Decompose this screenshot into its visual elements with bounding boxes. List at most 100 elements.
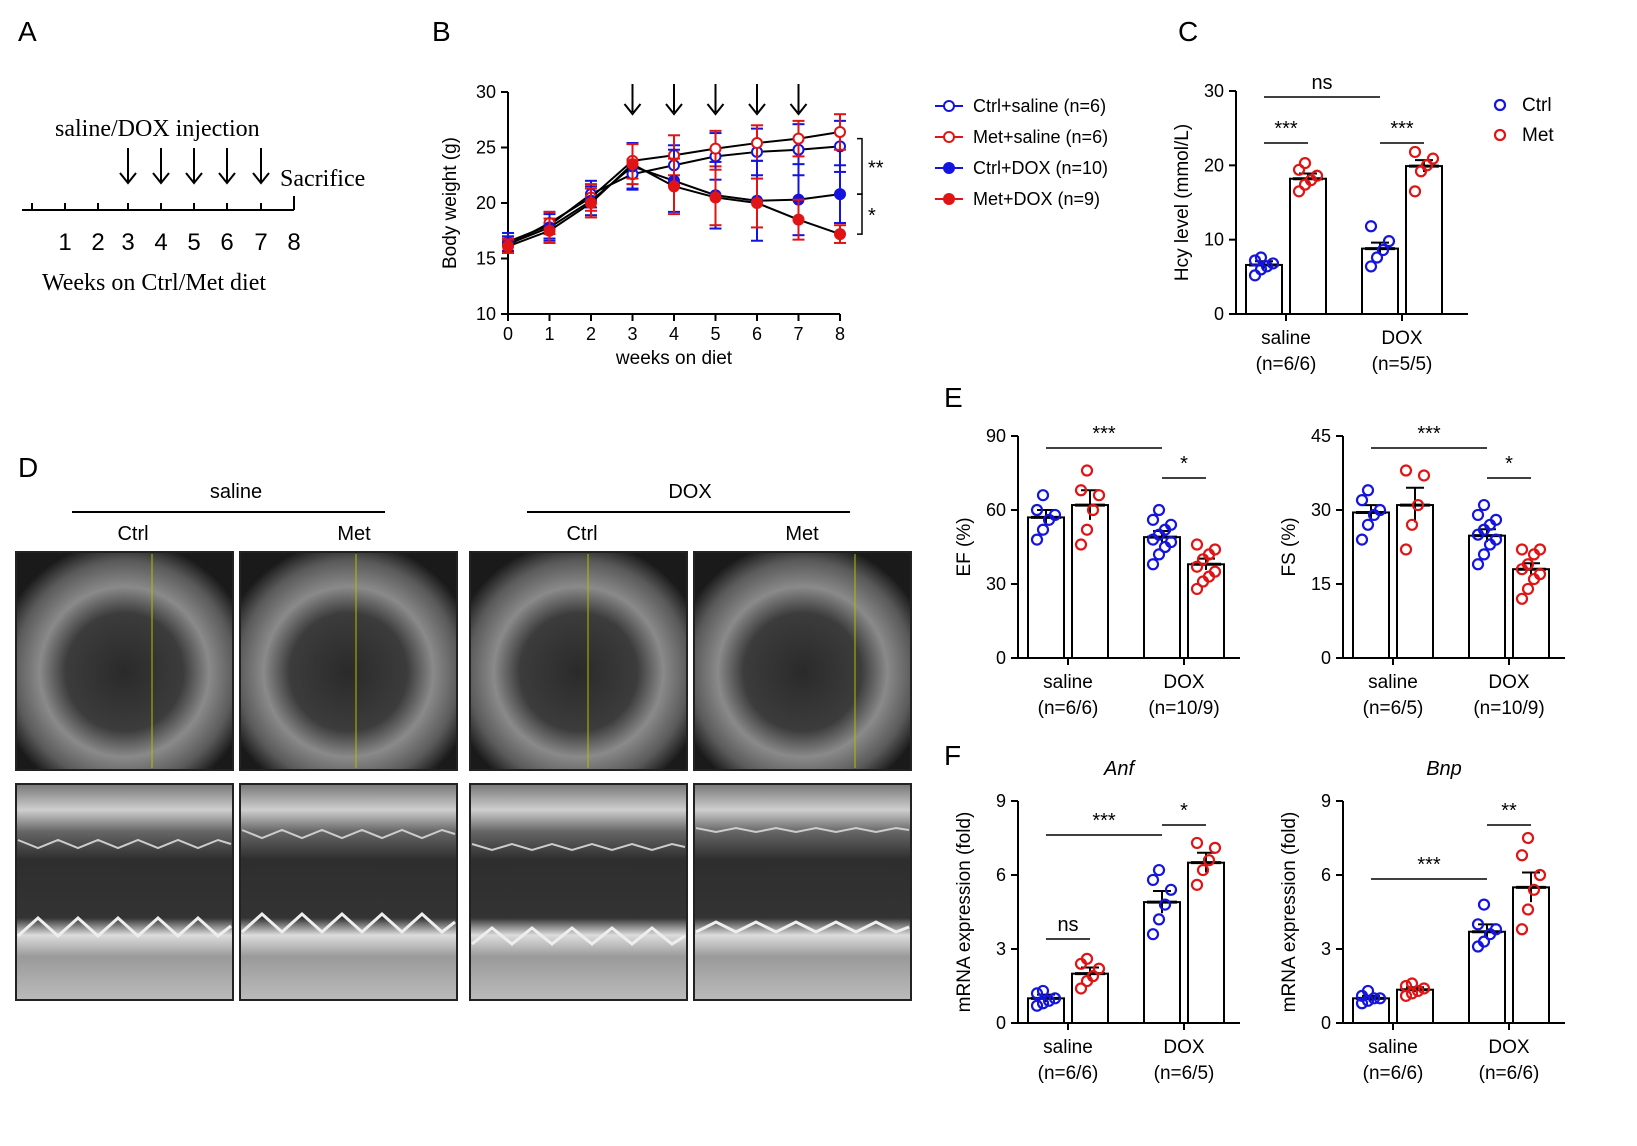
- panel-letter-b: B: [432, 16, 451, 47]
- x-group-n: (n=5/5): [1372, 354, 1433, 375]
- data-point: [1361, 518, 1375, 531]
- echo-label-ctrl: Ctrl: [117, 523, 148, 545]
- x-axis-label: weeks on diet: [615, 348, 733, 369]
- y-tick-label: 45: [1311, 426, 1331, 446]
- bar: [1071, 972, 1109, 1025]
- data-point: [1515, 849, 1529, 862]
- data-point: [1515, 592, 1529, 605]
- data-point: [1477, 548, 1491, 561]
- data-point: [1030, 999, 1044, 1012]
- data-point: [1361, 484, 1375, 497]
- data-point: [1399, 464, 1413, 477]
- data-point: [1146, 928, 1160, 941]
- injection-arrow-head: [706, 103, 725, 116]
- data-point: [1477, 898, 1491, 911]
- y-tick-label: 30: [1204, 81, 1224, 101]
- injection-label: saline/DOX injection: [55, 116, 260, 142]
- data-point: [1030, 533, 1044, 546]
- timeline-axis: [22, 196, 295, 211]
- significance-label: *: [1505, 453, 1513, 475]
- data-point: [1042, 994, 1056, 1007]
- data-point: [1370, 251, 1384, 264]
- x-group-n: (n=6/6): [1038, 1063, 1099, 1084]
- data-point: [1399, 543, 1413, 556]
- y-tick-label: 60: [986, 500, 1006, 520]
- data-point: [1208, 841, 1222, 854]
- data-point: [1477, 935, 1491, 948]
- y-tick-label: 20: [1204, 155, 1224, 175]
- bar: [1361, 247, 1399, 315]
- data-point: [1355, 494, 1369, 507]
- x-group-n: (n=6/5): [1363, 698, 1424, 719]
- legend-marker: [943, 100, 955, 112]
- bar: [1027, 516, 1065, 660]
- echo-group-dox: DOX: [668, 481, 711, 503]
- y-tick-label: 0: [1321, 648, 1331, 668]
- y-axis-label: mRNA expression (fold): [1279, 812, 1300, 1013]
- y-tick-label: 6: [1321, 865, 1331, 885]
- y-tick-label: 30: [986, 574, 1006, 594]
- y-axis-label: Body weight (g): [440, 137, 461, 269]
- data-point: [1527, 883, 1541, 896]
- x-group-n: (n=6/6): [1256, 354, 1317, 375]
- week-label: 8: [287, 229, 300, 256]
- data-point: [1405, 518, 1419, 531]
- data-point: [1533, 543, 1547, 556]
- significance-label: ***: [1092, 810, 1116, 832]
- data-point: [1208, 543, 1222, 556]
- data-point: [1521, 582, 1535, 596]
- injection-arrow-head: [623, 103, 642, 116]
- significance-label: *: [1180, 453, 1188, 475]
- week-label: 2: [91, 229, 104, 256]
- data-point: [1080, 523, 1094, 536]
- data-point: [668, 180, 680, 193]
- anf-chart: Anf 0 3 6 9 mRNA expression (fold) saline (n=6/…: [954, 758, 1240, 1084]
- data-point: [709, 191, 722, 204]
- hcy-level-chart: 0 10 20 30 Hcy level (mmol/L) saline (n=6/6) DO…: [1172, 72, 1554, 375]
- data-point: [792, 213, 805, 226]
- legend-label: Met+saline (n=6): [973, 127, 1108, 147]
- week-label: 1: [58, 229, 71, 256]
- legend-label: Met+DOX (n=9): [973, 189, 1100, 209]
- data-point: [1361, 984, 1375, 998]
- data-point: [1254, 263, 1268, 276]
- data-point: [1471, 508, 1485, 522]
- data-point: [1196, 863, 1210, 877]
- significance-label: ***: [1417, 854, 1441, 876]
- significance-label: ***: [1390, 118, 1414, 140]
- data-point: [1030, 987, 1044, 1000]
- data-point: [1515, 543, 1529, 556]
- data-point: [1420, 159, 1434, 172]
- y-tick-label: 3: [1321, 939, 1331, 959]
- y-tick-label: 30: [1311, 500, 1331, 520]
- x-tick-label: 0: [503, 324, 513, 344]
- injection-arrow-head: [748, 103, 766, 116]
- legend-label: Ctrl+saline (n=6): [973, 96, 1106, 116]
- significance-label: ns: [1057, 914, 1078, 936]
- bar: [1396, 504, 1434, 659]
- data-point: [1489, 513, 1503, 526]
- y-tick-label: 0: [996, 648, 1006, 668]
- data-point: [1417, 982, 1431, 995]
- data-point: [1048, 508, 1062, 522]
- panel-letter-f: F: [944, 740, 962, 771]
- x-group-label: saline: [1261, 328, 1311, 349]
- y-tick-label: 15: [476, 249, 496, 269]
- data-point: [1367, 992, 1381, 1005]
- x-group-n: (n=6/6): [1363, 1063, 1424, 1084]
- injection-arrow-head: [665, 103, 683, 116]
- data-point: [1190, 878, 1204, 891]
- data-point: [1036, 489, 1050, 502]
- significance-label: ***: [1092, 423, 1116, 445]
- legend-marker: [943, 162, 955, 174]
- data-point: [1426, 152, 1440, 165]
- data-point: [1152, 913, 1166, 926]
- data-point: [1164, 535, 1178, 549]
- y-tick-label: 9: [996, 791, 1006, 811]
- echo-images: [15, 551, 912, 1001]
- y-axis-label: FS (%): [1279, 517, 1300, 576]
- x-group-label: saline: [1368, 672, 1418, 693]
- x-group-label: saline: [1368, 1037, 1418, 1058]
- body-weight-chart: 10 15 20 25 30 0 1 2 3 4 5 6 7 8 weeks on diet Body wei…: [440, 82, 1108, 369]
